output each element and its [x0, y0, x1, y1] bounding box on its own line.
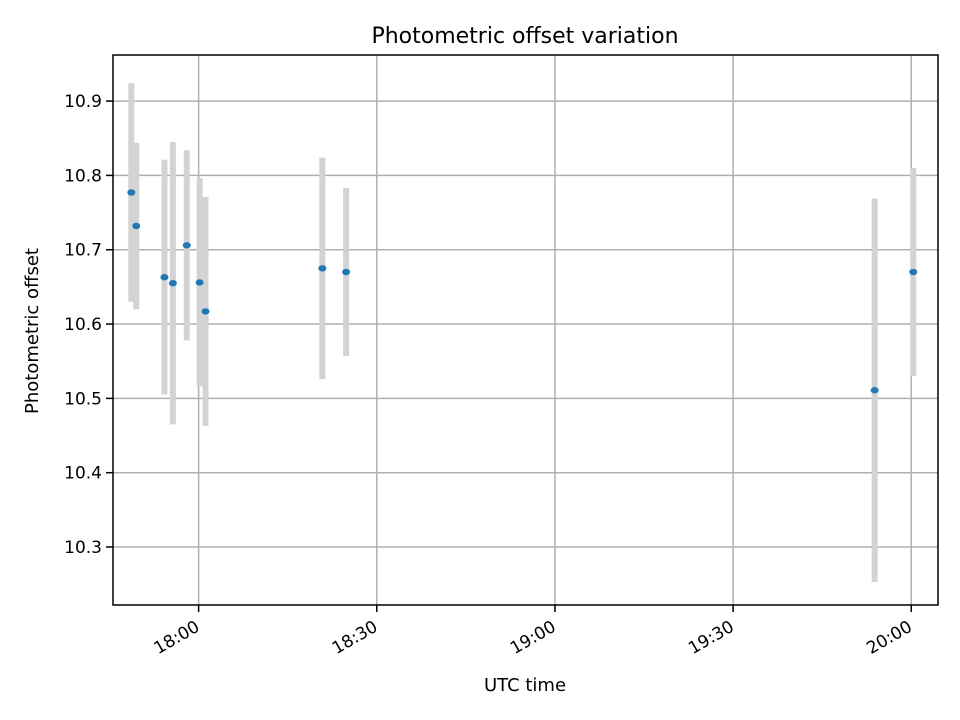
- y-tick-label: 10.5: [64, 389, 102, 409]
- data-point: [201, 308, 210, 315]
- y-axis-ticks: 10.3 10.4 10.5 10.6 10.7 10.8 10.9: [64, 92, 113, 558]
- data-point: [909, 268, 918, 276]
- y-tick-label: 10.4: [64, 464, 102, 484]
- data-point: [318, 265, 327, 272]
- data-point: [870, 387, 879, 394]
- data-point: [195, 279, 204, 286]
- y-axis-label: Photometric offset: [22, 248, 43, 414]
- data-point: [127, 189, 136, 196]
- data-point: [160, 274, 169, 281]
- y-tick-label: 10.9: [64, 92, 102, 112]
- y-tick-label: 10.3: [64, 538, 102, 558]
- data-point: [168, 279, 177, 287]
- data-points: [127, 189, 918, 394]
- data-point: [132, 222, 141, 230]
- data-point: [342, 268, 351, 276]
- y-tick-label: 10.6: [64, 315, 102, 335]
- chart-title: Photometric offset variation: [371, 24, 678, 49]
- data-point: [182, 242, 191, 249]
- axes-frame: [112, 54, 939, 606]
- y-tick-label: 10.7: [64, 241, 102, 261]
- y-tick-label: 10.8: [64, 166, 102, 186]
- x-axis-label: UTC time: [484, 675, 566, 696]
